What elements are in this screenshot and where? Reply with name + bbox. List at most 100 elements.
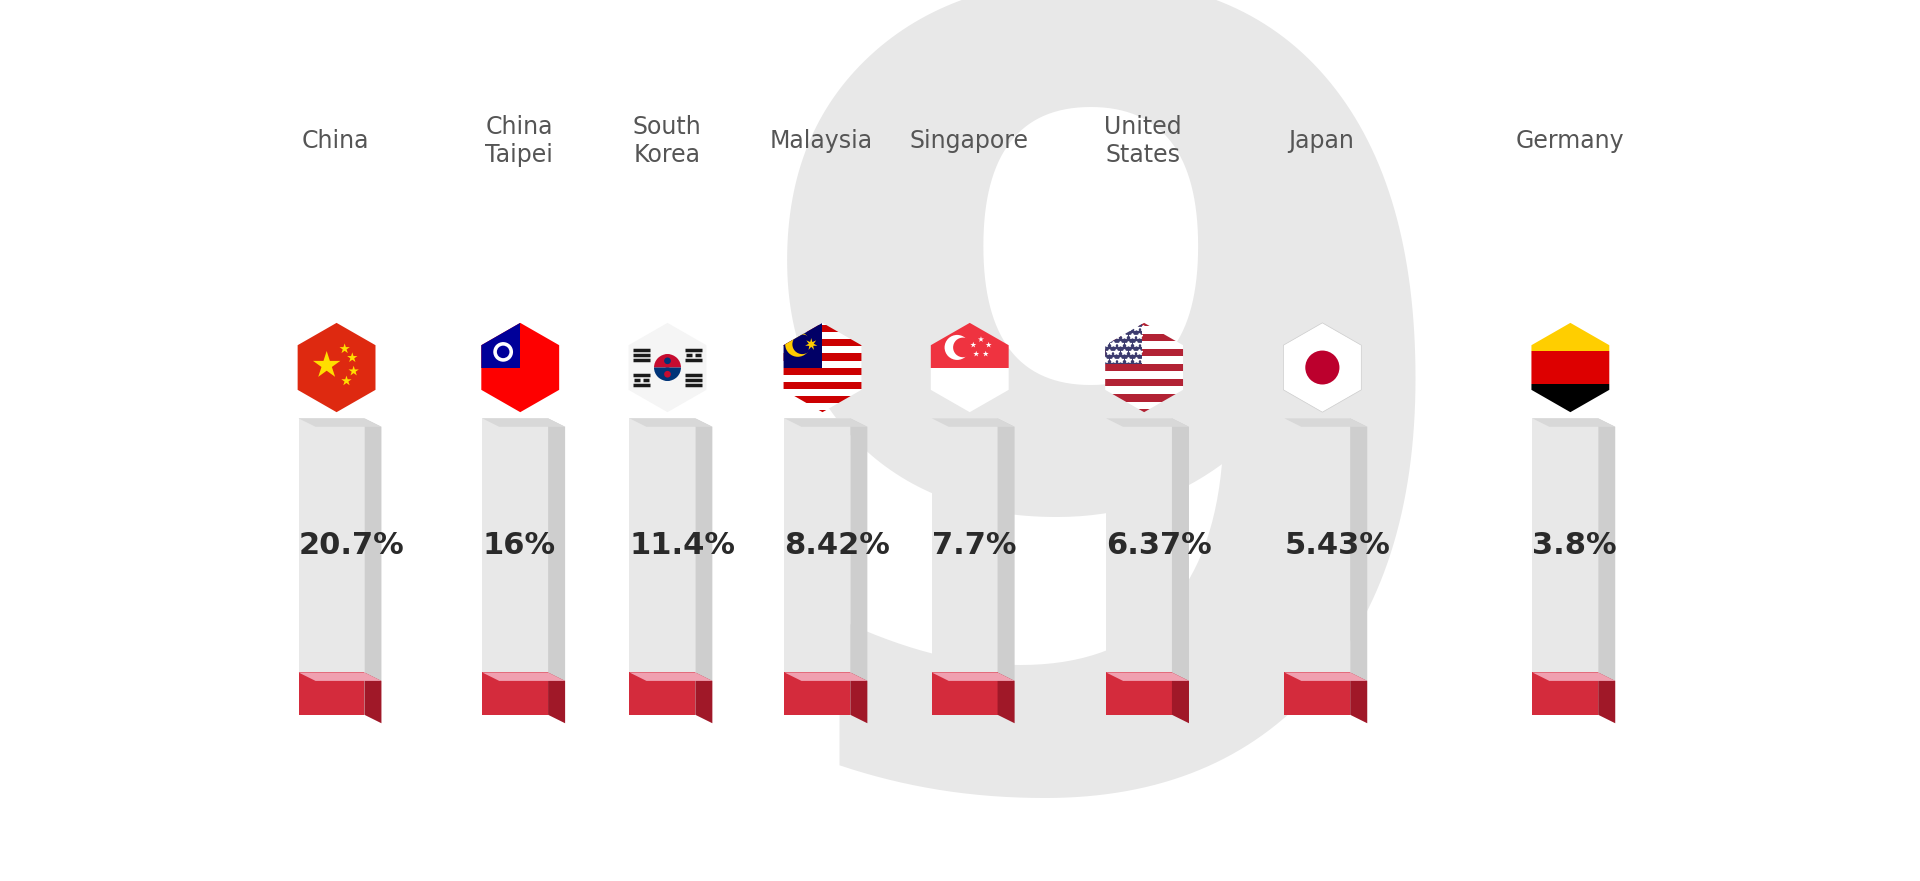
Bar [774, 332, 872, 339]
Bar [778, 318, 822, 367]
Text: China: China [301, 130, 369, 153]
Polygon shape [1106, 672, 1188, 681]
Polygon shape [998, 672, 1014, 723]
Circle shape [660, 354, 674, 367]
Polygon shape [365, 672, 382, 723]
Polygon shape [1532, 672, 1615, 681]
Polygon shape [630, 672, 695, 714]
Text: 6.37%: 6.37% [1106, 531, 1212, 560]
Bar [774, 410, 872, 417]
Bar [774, 360, 872, 367]
Bar [1094, 318, 1194, 326]
Polygon shape [1284, 672, 1350, 714]
Polygon shape [1283, 322, 1361, 412]
Text: 8.42%: 8.42% [785, 531, 891, 560]
Polygon shape [298, 418, 365, 672]
Polygon shape [1106, 418, 1188, 426]
Polygon shape [695, 672, 712, 723]
Polygon shape [630, 672, 712, 681]
Polygon shape [998, 418, 1014, 681]
Bar [1094, 371, 1194, 379]
Polygon shape [1532, 418, 1597, 672]
Bar [774, 325, 872, 332]
Text: 20.7%: 20.7% [298, 531, 405, 560]
Text: 16%: 16% [482, 531, 555, 560]
Text: 3.8%: 3.8% [1532, 531, 1617, 560]
Polygon shape [931, 672, 1014, 681]
Circle shape [952, 337, 973, 358]
Text: 7.7%: 7.7% [931, 531, 1016, 560]
Bar [774, 389, 872, 396]
Polygon shape [1106, 418, 1171, 672]
Polygon shape [298, 672, 382, 681]
Circle shape [660, 367, 674, 381]
Polygon shape [340, 344, 349, 353]
Circle shape [1306, 351, 1340, 384]
Polygon shape [349, 366, 359, 375]
Bar [774, 339, 872, 346]
Circle shape [785, 332, 810, 357]
Circle shape [664, 371, 670, 378]
Polygon shape [1597, 672, 1615, 723]
Polygon shape [970, 342, 975, 347]
Polygon shape [630, 418, 695, 672]
Bar [1094, 334, 1194, 341]
Bar [1521, 352, 1620, 384]
Bar [1098, 320, 1142, 365]
Bar [1094, 402, 1194, 409]
Polygon shape [977, 337, 983, 342]
Text: Singapore: Singapore [910, 130, 1029, 153]
Polygon shape [785, 672, 851, 714]
Text: Malaysia: Malaysia [770, 130, 874, 153]
Bar [1521, 318, 1620, 352]
Circle shape [664, 358, 670, 364]
Polygon shape [1284, 418, 1367, 426]
Bar [774, 396, 872, 403]
Polygon shape [348, 352, 357, 362]
Polygon shape [365, 418, 382, 681]
Polygon shape [1106, 672, 1171, 714]
Bar [774, 374, 872, 381]
Polygon shape [482, 672, 547, 714]
Polygon shape [931, 418, 1014, 426]
Text: Germany: Germany [1515, 130, 1624, 153]
Polygon shape [1171, 418, 1188, 681]
Circle shape [945, 335, 970, 360]
Polygon shape [1532, 418, 1615, 426]
Circle shape [793, 335, 812, 354]
Bar [1094, 387, 1194, 394]
Polygon shape [785, 418, 868, 426]
Polygon shape [313, 351, 340, 377]
Text: United
States: United States [1104, 115, 1183, 167]
Polygon shape [470, 318, 520, 367]
Text: South
Korea: South Korea [632, 115, 701, 167]
Polygon shape [1171, 672, 1188, 723]
Bar [1094, 409, 1194, 417]
Bar [1094, 356, 1194, 364]
Polygon shape [298, 322, 376, 412]
Polygon shape [1532, 672, 1597, 714]
Bar [774, 346, 872, 353]
Polygon shape [482, 418, 547, 672]
Polygon shape [547, 418, 564, 681]
Bar [1094, 326, 1194, 334]
Bar [1094, 379, 1194, 387]
Polygon shape [983, 351, 989, 357]
Bar [920, 367, 1020, 417]
Polygon shape [630, 418, 712, 426]
Bar [1094, 394, 1194, 402]
Text: 9: 9 [732, 0, 1484, 881]
Circle shape [493, 342, 513, 362]
Text: China
Taipei: China Taipei [486, 115, 553, 167]
Bar [774, 353, 872, 360]
Bar [774, 381, 872, 389]
Polygon shape [1350, 672, 1367, 723]
Bar [920, 318, 1020, 367]
Polygon shape [1350, 418, 1367, 681]
Polygon shape [342, 375, 351, 385]
Polygon shape [785, 418, 851, 672]
Wedge shape [655, 354, 682, 367]
Polygon shape [851, 418, 868, 681]
Bar [774, 367, 872, 374]
Polygon shape [1597, 418, 1615, 681]
